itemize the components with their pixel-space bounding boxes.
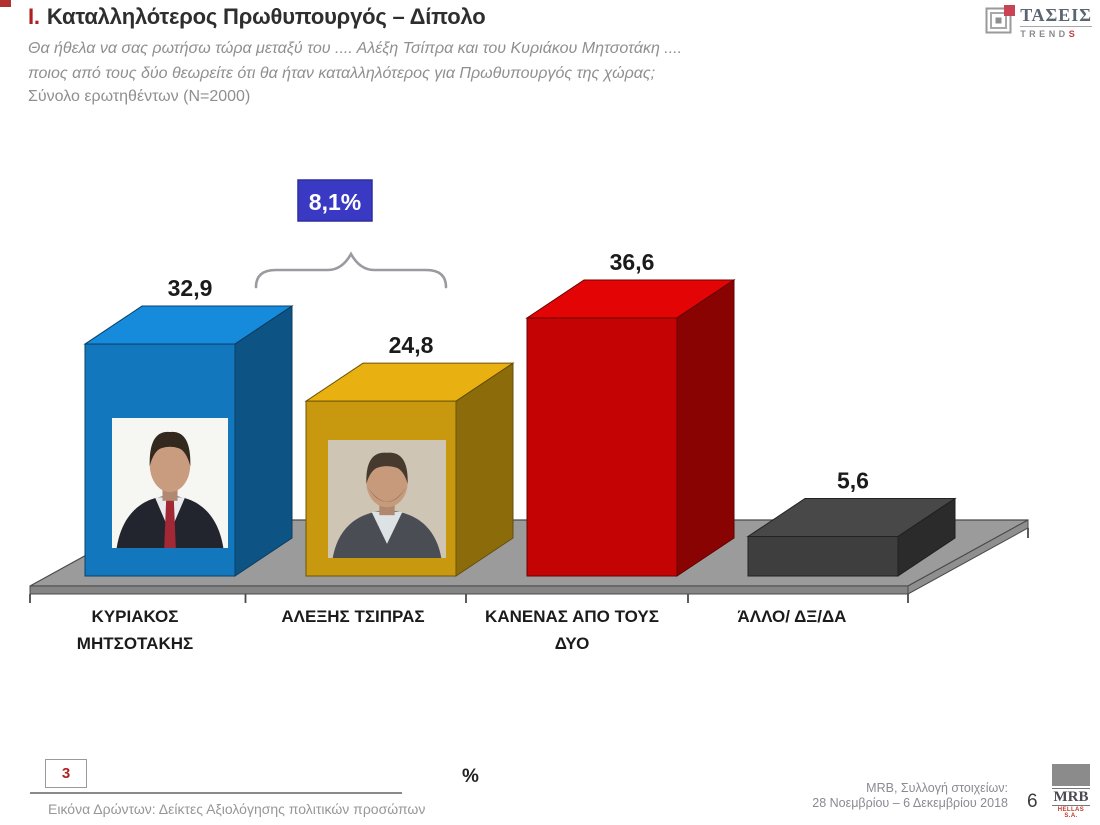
category-label: ΜΗΤΣΟΤΑΚΗΣ	[77, 634, 193, 653]
collection-line-2: 28 Νοεμβρίου – 6 Δεκεμβρίου 2018	[812, 796, 1008, 810]
mrb-logo-mark	[1052, 764, 1090, 786]
slide-corner-mark	[0, 0, 11, 7]
category-label: ΆΛΛΟ/ ΔΞ/ΔΑ	[738, 607, 847, 626]
category-label: ΚΥΡΙΑΚΟΣ	[92, 607, 179, 626]
bar-value-label: 5,6	[837, 468, 869, 494]
reference-number-box: 3	[45, 759, 87, 788]
taseis-trends-logo: ΤΑΣΕΙΣ TRENDS	[985, 5, 1092, 39]
difference-value: 8,1%	[309, 189, 361, 215]
difference-badge: 8,1%	[297, 179, 373, 222]
taseis-logo-icon	[985, 5, 1016, 35]
title-text: Καταλληλότερος Πρωθυπουργός – Δίπολο	[46, 4, 486, 29]
bar-value-label: 32,9	[168, 275, 213, 301]
question-line-2: ποιος από τους δύο θεωρείτε ότι θα ήταν …	[28, 65, 656, 82]
bar-value-label: 24,8	[389, 332, 434, 358]
reference-number: 3	[61, 765, 71, 782]
taseis-logo-text: ΤΑΣΕΙΣ TRENDS	[1020, 5, 1092, 39]
mrb-wordmark: MRB	[1052, 788, 1090, 806]
page-title: Ι. Καταλληλότερος Πρωθυπουργός – Δίπολο	[28, 4, 486, 30]
bar-other-dk-na	[746, 497, 957, 577]
bar-value-label: 36,6	[610, 249, 655, 275]
collection-line-1: MRB, Συλλογή στοιχείων:	[866, 781, 1008, 795]
category-label: ΚΑΝΕΝΑΣ ΑΠΟ ΤΟΥΣ	[485, 607, 659, 626]
page-number: 6	[1027, 791, 1038, 812]
mrb-hellas-label: HELLAS S.A.	[1057, 807, 1085, 819]
title-numeral: Ι.	[28, 4, 40, 29]
taseis-wordmark: ΤΑΣΕΙΣ	[1020, 5, 1092, 25]
data-collection-note: MRB, Συλλογή στοιχείων: 28 Νοεμβρίου – 6…	[812, 781, 1008, 811]
alexis-tsipras-photo	[328, 440, 446, 558]
bar-neither	[525, 279, 736, 577]
footer-divider	[30, 792, 402, 794]
source-note: Εικόνα Δρώντων: Δείκτες Αξιολόγησης πολι…	[48, 801, 426, 817]
kyriakos-mitsotakis-photo	[112, 418, 228, 548]
category-label: ΔΥΟ	[555, 634, 590, 653]
trends-wordmark: TRENDS	[1020, 26, 1092, 39]
sample-note: Σύνολο ερωτηθέντων (N=2000)	[28, 88, 251, 105]
difference-brace	[254, 251, 448, 289]
mrb-logo: MRB HELLAS S.A.	[1052, 764, 1090, 819]
question-line-1: Θα ήθελα να σας ρωτήσω τώρα μεταξύ του .…	[28, 40, 683, 57]
category-label: ΑΛΕΞΗΣ ΤΣΙΠΡΑΣ	[281, 607, 424, 626]
unit-label: %	[462, 766, 479, 787]
